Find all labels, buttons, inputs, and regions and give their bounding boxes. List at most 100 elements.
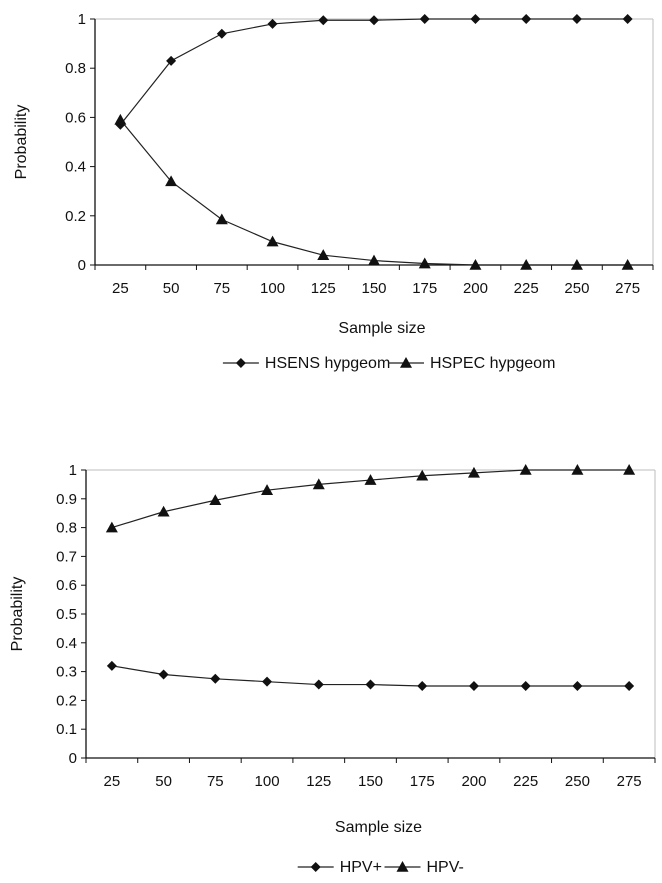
data-point <box>621 259 634 270</box>
x-tick-label: 125 <box>311 280 336 297</box>
data-point <box>519 464 532 475</box>
legend-entry: HPV- <box>427 859 464 876</box>
data-point <box>622 14 633 24</box>
x-tick-label: 175 <box>410 773 435 790</box>
data-point <box>106 660 117 671</box>
data-point <box>368 254 380 266</box>
y-tick-label: 0.5 <box>56 606 77 623</box>
series-line <box>119 18 628 126</box>
data-point <box>166 55 177 66</box>
y-axis-label: Probability <box>9 577 26 652</box>
data-point <box>467 466 480 478</box>
y-tick-label: 0 <box>78 257 86 274</box>
data-point <box>215 213 228 225</box>
data-point <box>216 28 227 39</box>
series-line <box>119 119 628 266</box>
legend: HSENS hypgeom HSPEC hypgeom <box>222 355 555 372</box>
x-tick-label: 275 <box>617 773 642 790</box>
x-axis-label: Sample size <box>335 819 422 836</box>
data-point <box>572 681 583 691</box>
legend-marker <box>310 862 321 872</box>
data-point <box>520 259 533 270</box>
y-tick-label: 0.2 <box>65 208 86 225</box>
data-point <box>521 14 532 24</box>
y-tick-label: 0 <box>69 750 77 767</box>
y-tick-label: 0.6 <box>65 109 86 126</box>
y-tick-label: 1 <box>78 11 86 28</box>
data-point <box>469 259 482 270</box>
data-point <box>312 478 325 490</box>
x-tick-label: 50 <box>155 773 172 790</box>
legend-entry: HSPEC hypgeom <box>430 355 555 372</box>
data-point <box>210 673 221 684</box>
x-tick-label: 75 <box>207 773 224 790</box>
data-point <box>266 235 279 247</box>
data-point <box>369 15 379 26</box>
y-tick-label: 0.7 <box>56 548 77 565</box>
legend-entry: HSENS hypgeom <box>265 355 390 372</box>
y-tick-label: 0.3 <box>56 664 77 681</box>
data-point <box>520 681 531 691</box>
legend: HPV+ HPV- <box>297 859 464 876</box>
legend-marker <box>396 861 409 872</box>
data-point <box>317 249 330 260</box>
data-point <box>262 676 273 687</box>
data-point <box>624 681 635 691</box>
y-tick-label: 0.6 <box>56 577 77 594</box>
x-axis-label: Sample size <box>338 320 425 337</box>
y-tick-label: 0.1 <box>56 721 77 738</box>
x-tick-label: 275 <box>615 280 640 297</box>
data-point <box>209 494 222 506</box>
data-point <box>318 15 329 26</box>
data-point <box>157 505 170 517</box>
x-tick-label: 75 <box>213 280 230 297</box>
data-point <box>623 464 636 475</box>
y-tick-label: 0.4 <box>56 635 77 652</box>
x-tick-label: 25 <box>112 280 129 297</box>
x-tick-label: 150 <box>358 773 383 790</box>
legend-marker <box>400 357 412 368</box>
data-point <box>313 679 324 690</box>
y-tick-label: 0.2 <box>56 692 77 709</box>
data-point <box>158 669 169 680</box>
x-tick-label: 50 <box>163 280 180 297</box>
data-point <box>261 484 274 495</box>
x-tick-label: 225 <box>514 280 539 297</box>
data-point <box>419 14 430 24</box>
data-point <box>417 681 428 691</box>
y-tick-label: 0.8 <box>65 60 86 77</box>
data-point <box>165 175 178 187</box>
y-tick-label: 0.4 <box>65 159 86 176</box>
x-tick-label: 25 <box>104 773 121 790</box>
y-tick-label: 0.9 <box>56 491 77 508</box>
data-point <box>418 257 431 269</box>
x-tick-label: 100 <box>255 773 280 790</box>
data-point <box>470 14 481 24</box>
data-point <box>570 259 583 270</box>
y-tick-label: 0.8 <box>56 520 77 537</box>
y-axis-label: Probability <box>13 105 30 180</box>
data-point <box>114 113 127 125</box>
x-tick-label: 250 <box>565 773 590 790</box>
legend-marker <box>235 358 246 368</box>
data-point <box>416 469 429 481</box>
x-tick-label: 200 <box>463 280 488 297</box>
x-tick-label: 175 <box>412 280 437 297</box>
data-point <box>365 679 376 690</box>
x-tick-label: 200 <box>461 773 486 790</box>
legend-entry: HPV+ <box>340 859 382 876</box>
y-tick-label: 1 <box>69 462 77 479</box>
data-point <box>364 474 377 485</box>
data-point <box>105 521 118 533</box>
x-tick-label: 250 <box>564 280 589 297</box>
x-tick-label: 225 <box>513 773 538 790</box>
x-tick-label: 100 <box>260 280 285 297</box>
data-point <box>267 18 278 29</box>
x-tick-label: 125 <box>306 773 331 790</box>
data-point <box>571 14 582 24</box>
x-tick-label: 150 <box>361 280 386 297</box>
data-point <box>468 681 479 691</box>
